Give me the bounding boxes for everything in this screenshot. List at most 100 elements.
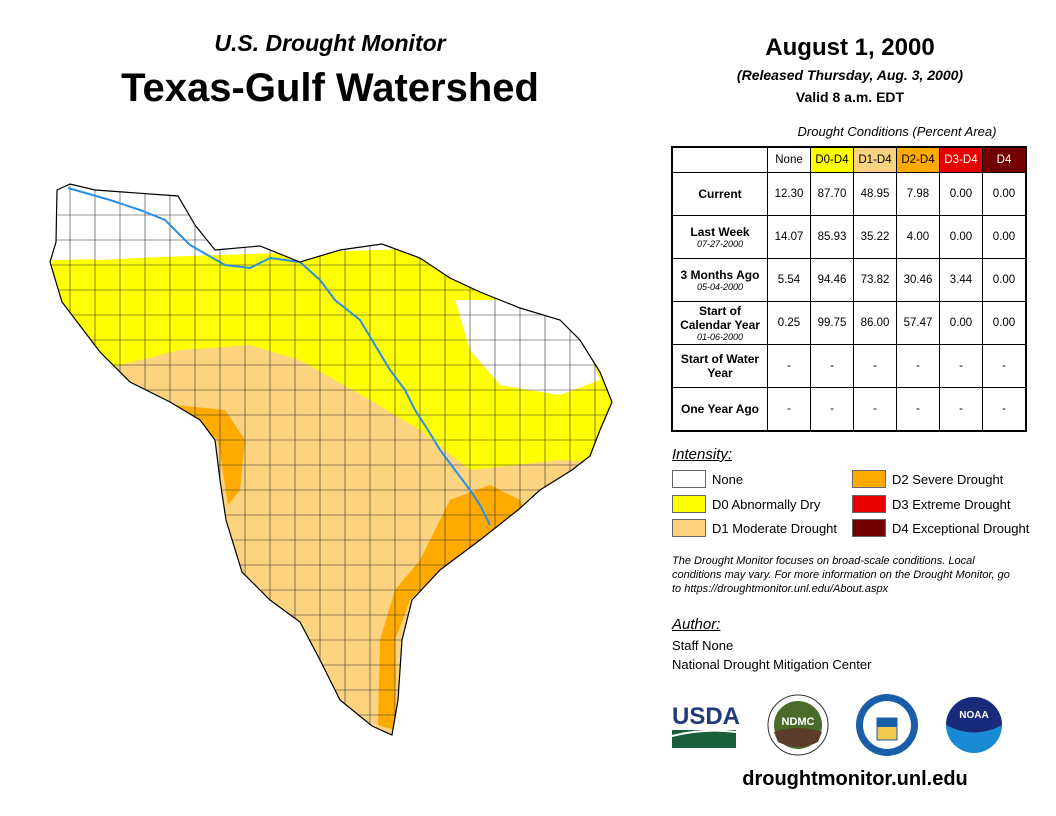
legend-swatch xyxy=(852,519,886,537)
svg-text:NOAA: NOAA xyxy=(959,710,988,721)
legend-title: Intensity: xyxy=(672,446,733,463)
table-cell: 3.44 xyxy=(939,258,983,302)
table-cell: 0.00 xyxy=(939,301,983,345)
table-cell: 4.00 xyxy=(896,215,940,259)
table-cell: 7.98 xyxy=(896,172,940,216)
row-label: Start of Water Year xyxy=(671,344,768,388)
table-cell: - xyxy=(853,344,897,388)
legend-item: D2 Severe Drought xyxy=(852,470,1003,488)
table-cell: 0.00 xyxy=(982,301,1027,345)
table-cell: 5.54 xyxy=(767,258,811,302)
col-d3-d4: D3-D4 xyxy=(939,146,983,173)
legend-item: D1 Moderate Drought xyxy=(672,519,837,537)
noaa-logo: NOAA xyxy=(946,697,1002,753)
legend-swatch xyxy=(852,495,886,513)
author-name: Staff None xyxy=(672,638,734,653)
table-cell: 0.25 xyxy=(767,301,811,345)
drought-conditions-table: None D0-D4 D1-D4 D2-D4 D3-D4 D4 Current 1… xyxy=(671,146,1027,432)
table-cell: 0.00 xyxy=(982,258,1027,302)
legend-swatch xyxy=(672,519,706,537)
table-cell: - xyxy=(896,387,940,432)
table-cell: 30.46 xyxy=(896,258,940,302)
table-cell: 57.47 xyxy=(896,301,940,345)
table-caption: Drought Conditions (Percent Area) xyxy=(797,124,997,139)
release-date: (Released Thursday, Aug. 3, 2000) xyxy=(736,67,964,83)
doc-seal-logo xyxy=(856,694,918,756)
legend-label: D0 Abnormally Dry xyxy=(712,496,821,512)
row-label: One Year Ago xyxy=(671,387,768,432)
row-label-text: Last Week xyxy=(690,225,750,239)
table-cell: 99.75 xyxy=(810,301,854,345)
legend-item: D3 Extreme Drought xyxy=(852,495,1011,513)
legend-label: D4 Exceptional Drought xyxy=(892,520,1030,536)
row-label-text: 3 Months Ago xyxy=(680,268,760,282)
legend-swatch xyxy=(672,495,706,513)
table-cell: 0.00 xyxy=(982,172,1027,216)
legend-item: D4 Exceptional Drought xyxy=(852,519,1029,537)
table-cell: 85.93 xyxy=(810,215,854,259)
legend-label: None xyxy=(712,471,744,487)
table-cell: - xyxy=(939,387,983,432)
table-cell: - xyxy=(982,344,1027,388)
table-cell: 0.00 xyxy=(939,215,983,259)
table-cell: - xyxy=(810,387,854,432)
col-d2-d4: D2-D4 xyxy=(896,146,940,173)
table-row: 3 Months Ago 05-04-2000 5.54 94.46 73.82 30.4… xyxy=(671,258,1027,302)
legend-swatch xyxy=(852,470,886,488)
row-label: Current xyxy=(671,172,768,216)
table-cell: - xyxy=(982,387,1027,432)
disclaimer-note: The Drought Monitor focuses on broad-sca… xyxy=(672,555,1010,595)
table-cell: - xyxy=(810,344,854,388)
table-cell: - xyxy=(767,344,811,388)
svg-text:USDA: USDA xyxy=(672,703,740,730)
river xyxy=(67,187,491,526)
ndmc-logo: NDMC xyxy=(767,694,829,756)
logos: USDA NDMC NOAA xyxy=(671,694,1002,756)
table-cell: 14.07 xyxy=(767,215,811,259)
table-cell: 12.30 xyxy=(767,172,811,216)
author-org: National Drought Mitigation Center xyxy=(672,657,872,672)
row-label-text: Start of Water Year xyxy=(680,352,760,380)
svg-text:NDMC: NDMC xyxy=(782,716,815,728)
usda-logo: USDA xyxy=(671,703,740,748)
table-cell: 86.00 xyxy=(853,301,897,345)
row-label: Start of Calendar Year 01-06-2000 xyxy=(671,301,768,345)
row-label-text: One Year Ago xyxy=(680,402,760,416)
legend-label: D2 Severe Drought xyxy=(892,471,1004,487)
row-label: 3 Months Ago 05-04-2000 xyxy=(671,258,768,302)
table-cell: - xyxy=(896,344,940,388)
table-row: Current 12.30 87.70 48.95 7.98 0.00 0.00 xyxy=(671,172,1027,216)
table-cell: 0.00 xyxy=(939,172,983,216)
table-row: Start of Calendar Year 01-06-2000 0.25 99.7… xyxy=(671,301,1027,345)
table-cell: 94.46 xyxy=(810,258,854,302)
table-cell: 73.82 xyxy=(853,258,897,302)
watershed-map xyxy=(49,183,613,736)
col-d1-d4: D1-D4 xyxy=(853,146,897,173)
subtitle: U.S. Drought Monitor xyxy=(214,30,446,56)
row-date: 01-06-2000 xyxy=(696,332,744,342)
row-label-text: Start of Calendar Year xyxy=(680,304,760,332)
website-url[interactable]: droughtmonitor.unl.edu xyxy=(742,768,968,790)
table-cell: - xyxy=(853,387,897,432)
table-cell: 87.70 xyxy=(810,172,854,216)
legend-item: D0 Abnormally Dry xyxy=(672,495,820,513)
row-date: 07-27-2000 xyxy=(696,239,744,249)
legend-label: D3 Extreme Drought xyxy=(892,496,1011,512)
legend-swatch xyxy=(672,470,706,488)
table-row: Last Week 07-27-2000 14.07 85.93 35.22 4.00 0.… xyxy=(671,215,1027,259)
col-none: None xyxy=(767,146,811,173)
table-row: Start of Water Year - - - - - - xyxy=(671,344,1027,388)
d2-area-coast xyxy=(378,485,530,730)
valid-time: Valid 8 a.m. EDT xyxy=(795,89,905,105)
table-cell: - xyxy=(939,344,983,388)
row-label: Last Week 07-27-2000 xyxy=(671,215,768,259)
legend-item: None xyxy=(672,470,743,488)
d2-area-west xyxy=(175,405,245,505)
author-title: Author: xyxy=(672,616,721,633)
table-row: One Year Ago - - - - - - xyxy=(671,387,1027,432)
table-cell: - xyxy=(767,387,811,432)
map-title: Texas-Gulf Watershed xyxy=(121,66,539,110)
table-cell: 35.22 xyxy=(853,215,897,259)
table-cell: 48.95 xyxy=(853,172,897,216)
